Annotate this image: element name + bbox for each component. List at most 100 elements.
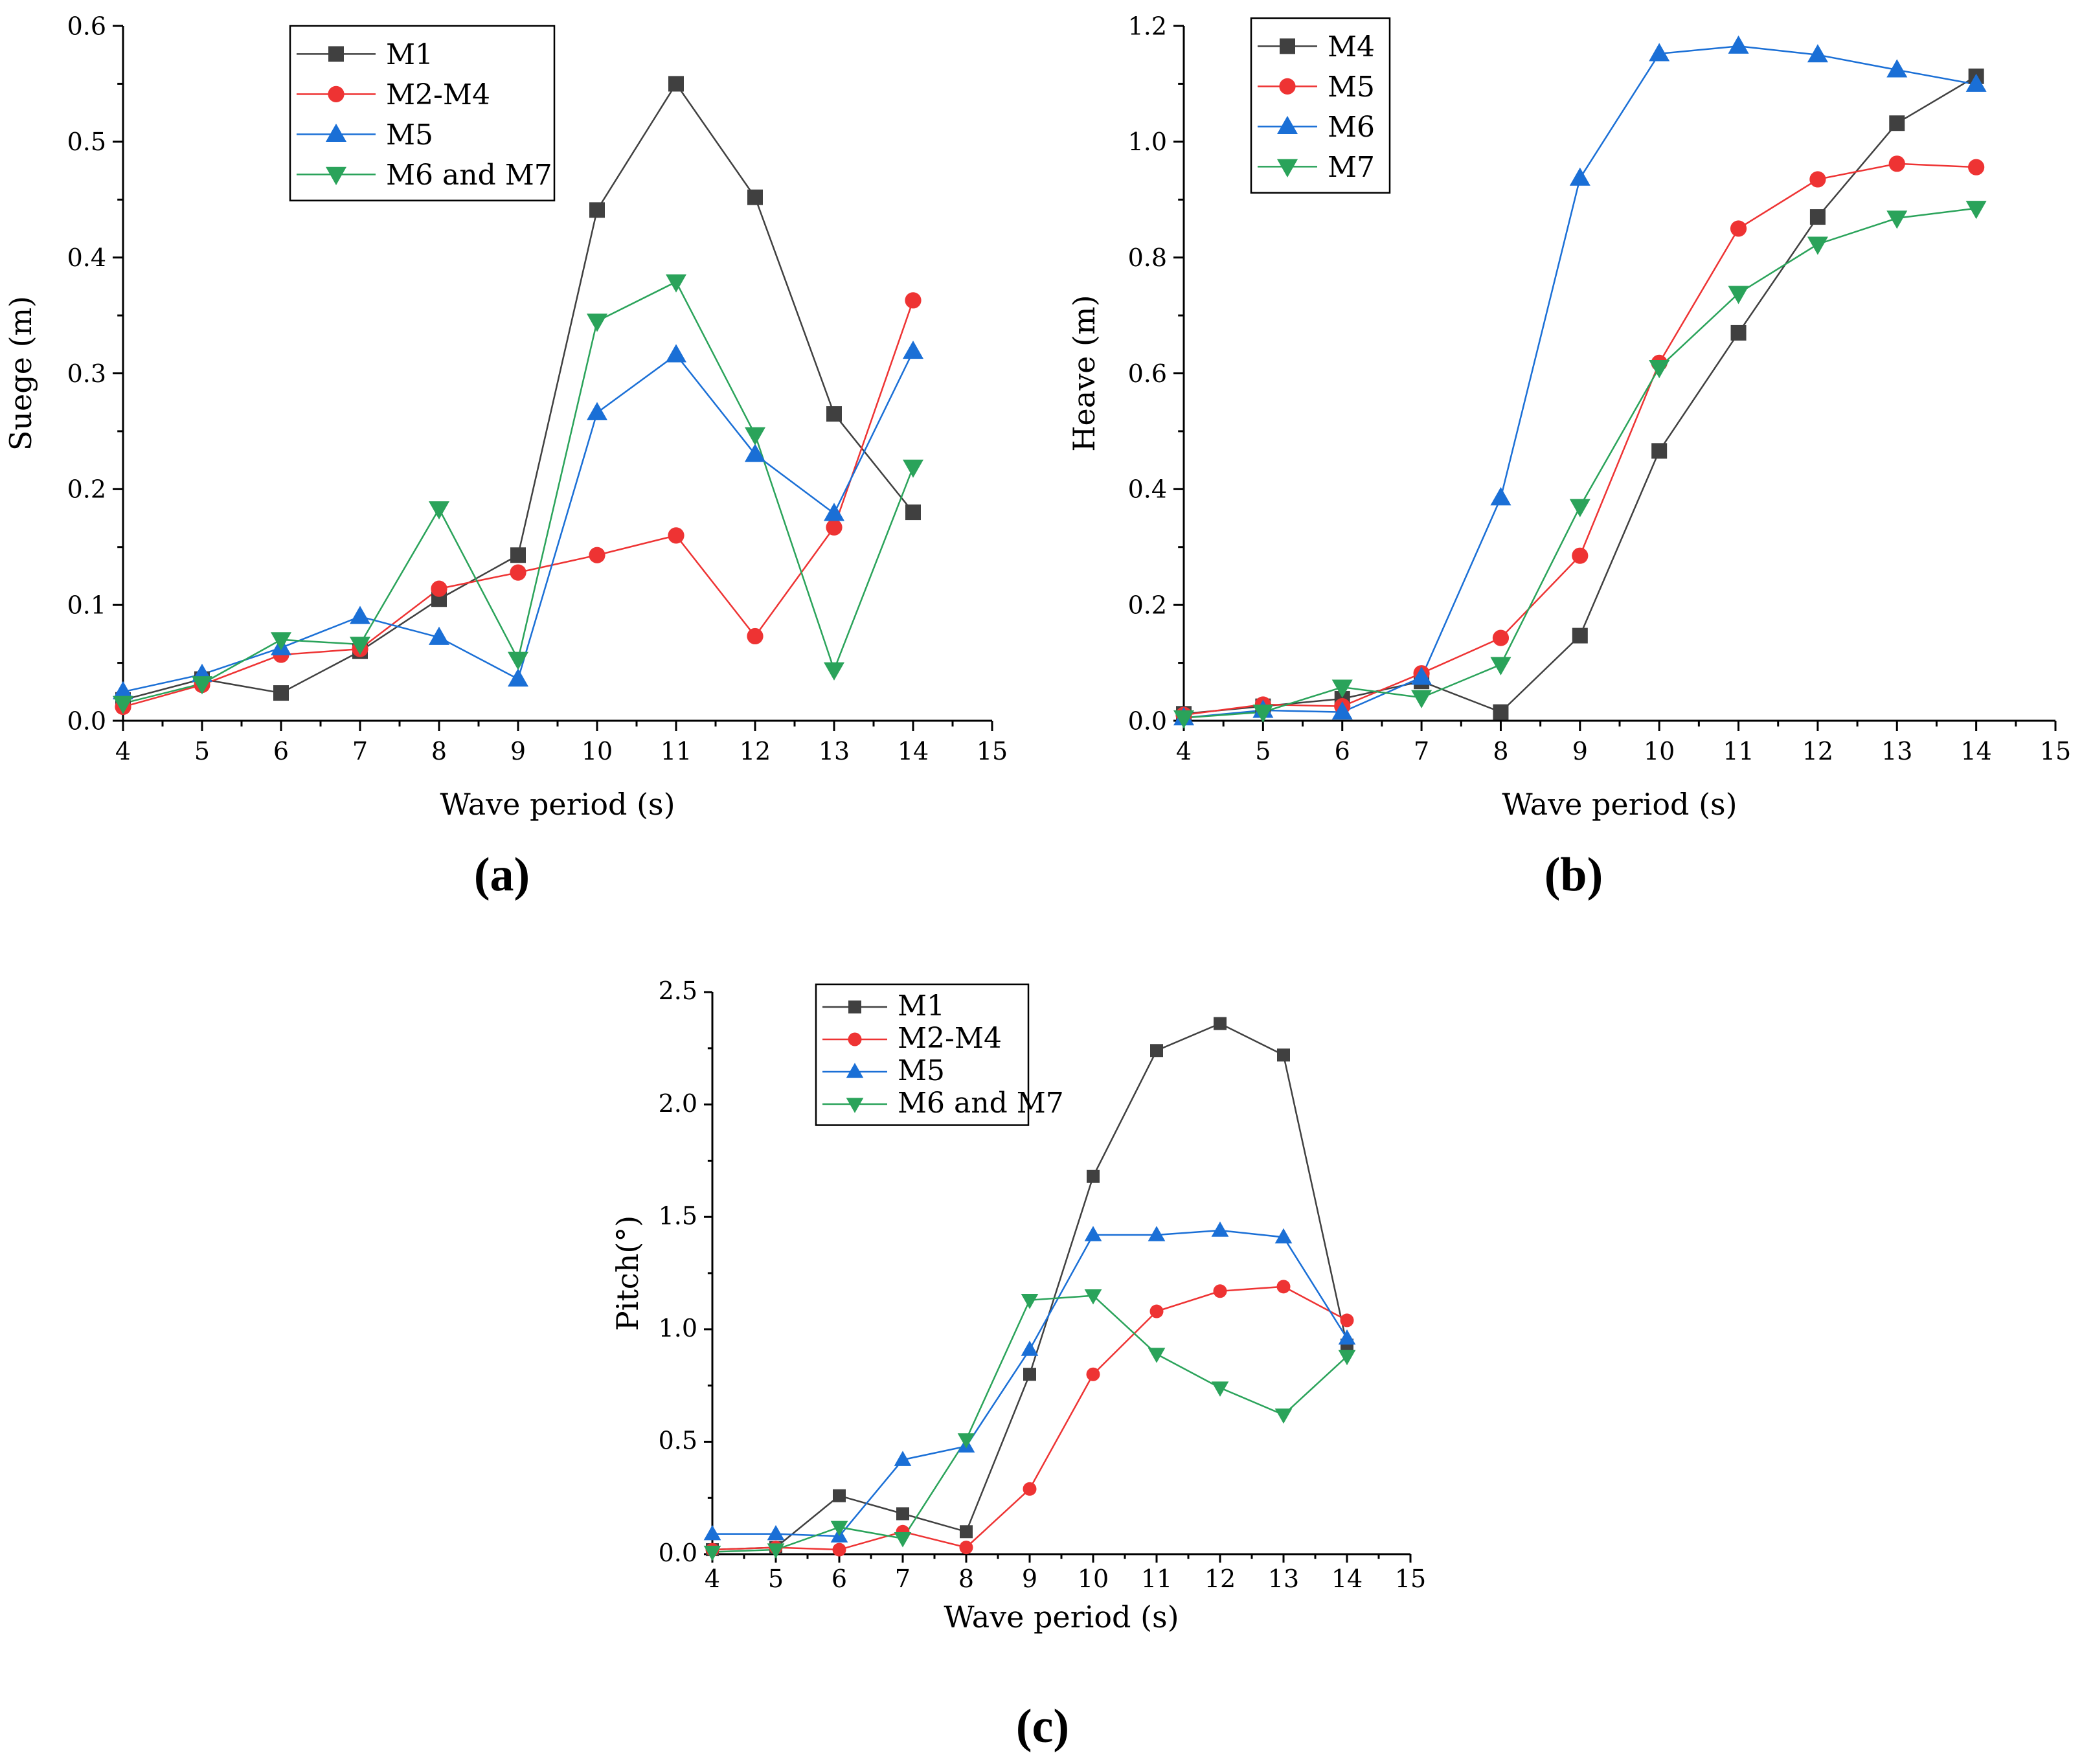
x-tick-label: 8 (431, 737, 447, 765)
data-point-m2-m4 (510, 564, 526, 581)
data-point-m5 (349, 605, 371, 624)
y-tick-label: 0.0 (67, 707, 106, 735)
data-point-m5 (1809, 171, 1826, 188)
x-tick-label: 11 (661, 737, 692, 765)
x-tick-label: 12 (740, 737, 771, 765)
x-tick-label: 4 (115, 737, 131, 765)
data-point-m6 (1649, 43, 1670, 62)
y-tick-label: 2.5 (659, 977, 697, 1005)
panel-label-a: (a) (474, 848, 530, 901)
data-point-m5 (1148, 1226, 1166, 1241)
data-point-m6-and-m7 (830, 1521, 848, 1537)
data-point-m7 (1490, 657, 1511, 675)
data-point-m1 (668, 76, 684, 92)
data-point-m2-m4 (959, 1541, 973, 1555)
legend-swatch-marker (1280, 38, 1295, 54)
data-point-m7 (1569, 499, 1590, 517)
data-point-m6 (1331, 701, 1353, 720)
y-tick-label: 0.4 (1128, 475, 1167, 504)
y-tick-label: 1.5 (659, 1201, 697, 1230)
x-axis-title: Wave period (s) (944, 1600, 1179, 1634)
y-axis-title: Heave (m) (1067, 295, 1102, 451)
data-point-m6-and-m7 (1021, 1294, 1039, 1309)
legend-entry: M5 (386, 119, 433, 152)
x-tick-label: 6 (273, 737, 289, 765)
x-tick-label: 6 (832, 1565, 847, 1593)
data-point-m6-and-m7 (823, 662, 845, 681)
data-point-m6 (1728, 35, 1749, 54)
x-axis-title: Wave period (s) (1502, 787, 1737, 822)
x-tick-label: 12 (1205, 1565, 1236, 1593)
legend-entry: M2-M4 (386, 78, 490, 111)
data-point-m6-and-m7 (507, 651, 529, 670)
y-tick-label: 0.6 (1128, 359, 1167, 388)
chart-panel-b: 4 5 6 7 8 9 10 11 12 13 14 15 0.0 0.2 0.4 0.6 0.8 1.0 1.2 W… (1067, 12, 2071, 901)
x-tick-label: 15 (1395, 1565, 1426, 1593)
data-point-m5 (665, 344, 687, 363)
y-tick-label: 2.0 (659, 1089, 697, 1118)
data-point-m7 (1728, 286, 1749, 304)
x-tick-label: 10 (1078, 1565, 1109, 1593)
data-point-m5 (902, 340, 924, 359)
y-tick-label: 1.2 (1128, 12, 1167, 40)
legend-entry: M6 and M7 (386, 159, 552, 192)
x-tick-label: 14 (898, 737, 929, 765)
data-point-m6 (1965, 73, 1987, 92)
x-tick-label: 5 (1255, 737, 1271, 765)
y-tick-label: 0.4 (67, 243, 106, 272)
x-tick-label: 4 (705, 1565, 720, 1593)
data-point-m5 (586, 401, 608, 420)
data-point-m5 (703, 1524, 721, 1541)
data-point-m1 (273, 685, 289, 701)
data-point-m6 (1569, 167, 1590, 186)
x-tick-label: 9 (1022, 1565, 1037, 1593)
x-tick-label: 7 (352, 737, 368, 765)
data-point-m5 (1492, 629, 1510, 646)
data-point-m6-and-m7 (1338, 1350, 1356, 1366)
data-point-m1 (905, 504, 921, 521)
panel-label-c: (c) (1016, 1700, 1069, 1753)
y-tick-label: 0.5 (67, 128, 106, 156)
data-point-m2-m4 (1340, 1313, 1354, 1328)
y-tick-label: 0.3 (67, 359, 106, 388)
y-tick-label: 0.5 (659, 1427, 697, 1455)
data-point-m6-and-m7 (665, 274, 687, 293)
x-tick-label: 5 (768, 1565, 784, 1593)
data-point-m6-and-m7 (902, 459, 924, 478)
data-point-m5 (744, 444, 766, 462)
legend-swatch-marker (848, 1032, 862, 1046)
legend-entry: M6 and M7 (898, 1087, 1064, 1120)
data-point-m5 (428, 626, 450, 645)
x-tick-label: 10 (582, 737, 613, 765)
x-tick-label: 7 (895, 1565, 911, 1593)
data-point-m5 (1211, 1221, 1229, 1237)
data-point-m1 (747, 189, 763, 205)
legend-entry: M7 (1328, 151, 1375, 184)
data-point-m2-m4 (431, 580, 447, 597)
data-point-m5 (1084, 1226, 1102, 1241)
data-point-m4 (1651, 443, 1668, 459)
x-tick-label: 9 (1572, 737, 1588, 765)
data-point-m6-and-m7 (349, 637, 371, 655)
data-point-m7 (1411, 690, 1432, 708)
data-point-m5 (1968, 159, 1985, 175)
data-point-m6-and-m7 (1084, 1289, 1102, 1305)
data-point-m2-m4 (1086, 1367, 1100, 1381)
panel-label-b: (b) (1545, 848, 1603, 901)
y-tick-label: 0.0 (1128, 707, 1167, 735)
x-tick-label: 13 (819, 737, 850, 765)
legend-entry: M5 (1328, 71, 1375, 104)
y-tick-label: 0.0 (659, 1539, 697, 1567)
data-point-m6-and-m7 (703, 1545, 721, 1561)
data-point-m1 (826, 406, 842, 422)
data-point-m2-m4 (1276, 1280, 1291, 1294)
data-point-m5 (1572, 547, 1589, 564)
data-point-m6-and-m7 (744, 427, 766, 446)
series-line-m5 (122, 350, 914, 693)
data-point-m4 (1889, 115, 1905, 131)
data-point-m7 (1965, 201, 1987, 220)
data-point-m2-m4 (1023, 1482, 1037, 1496)
x-tick-label: 12 (1802, 737, 1833, 765)
x-axis-title: Wave period (s) (440, 787, 675, 822)
